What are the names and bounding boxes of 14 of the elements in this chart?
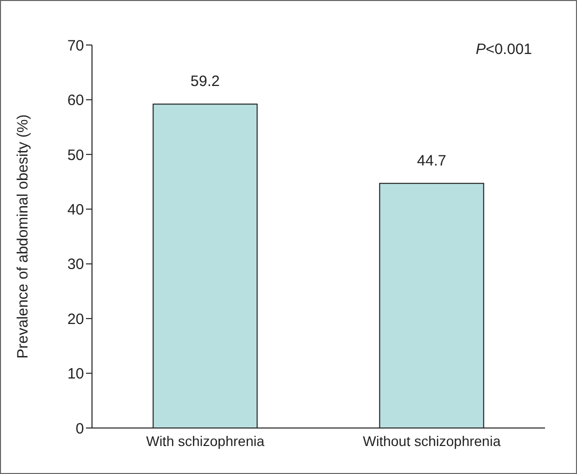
y-tick-label: 30 [67,256,84,274]
y-tick-label: 0 [76,420,84,438]
y-tick-label: 20 [67,310,84,328]
y-tick-label: 50 [67,146,84,164]
annotation: P<0.001 [476,41,532,58]
y-axis-title: Prevalence of abdominal obesity (%) [14,114,32,359]
data-label: 44.7 [417,152,446,170]
data-label: 59.2 [190,73,220,90]
y-tick-label: 10 [67,366,84,383]
y-tick-label: 40 [67,201,84,218]
x-tick-label: Without schizophrenia [362,432,501,449]
x-tick-label: With schizophrenia [146,432,265,449]
y-tick-label: 60 [67,92,84,110]
y-tick-label: 70 [67,37,84,54]
